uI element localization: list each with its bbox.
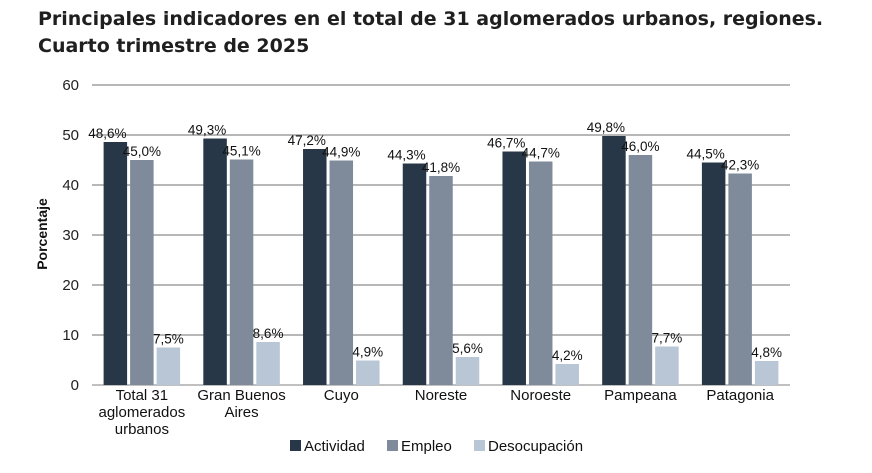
- bar-desocupación-0: [156, 347, 181, 385]
- category-label-2: Cuyo: [324, 387, 359, 404]
- data-label-desocupación-2: 4,9%: [352, 345, 383, 360]
- legend-label-desocupación: Desocupación: [488, 438, 583, 455]
- bar-empleo-2: [329, 160, 354, 385]
- y-tick-40: 40: [62, 177, 79, 194]
- bar-desocupación-5: [655, 346, 679, 385]
- bar-desocupación-3: [455, 357, 480, 385]
- category-labels: Total 31 aglomerados urbanos Gran Buenos Air…: [98, 387, 774, 438]
- y-tick-30: 30: [62, 227, 79, 244]
- data-label-empleo-3: 41,8%: [422, 160, 460, 175]
- bar-empleo-1: [229, 159, 254, 385]
- data-label-desocupación-6: 4,8%: [751, 345, 782, 360]
- category-label-line: Pampeana: [604, 387, 677, 404]
- bar-empleo-6: [728, 173, 752, 385]
- bar-empleo-0: [130, 160, 154, 385]
- category-label-3: Noreste: [415, 387, 468, 404]
- category-label-6: Patagonia: [706, 387, 774, 404]
- category-label-line: Total 31: [116, 387, 169, 404]
- bar-empleo-3: [429, 176, 453, 385]
- category-label-4: Noroeste: [510, 387, 571, 404]
- y-tick-20: 20: [62, 277, 79, 294]
- data-label-empleo-1: 45,1%: [222, 144, 260, 159]
- bar-desocupación-2: [356, 360, 380, 385]
- data-labels: 48,6% 45,0% 7,5% 49,3% 45,1% 8,6% 47,2%44,9% 4,…: [88, 120, 782, 363]
- category-label-0: Total 31 aglomerados urbanos: [98, 387, 185, 438]
- legend-label-actividad: Actividad: [304, 438, 365, 455]
- category-label-line: Noreste: [415, 387, 468, 404]
- category-label-line: aglomerados: [98, 404, 185, 421]
- category-label-line: Patagonia: [706, 387, 774, 404]
- bar-actividad-2: [303, 149, 327, 385]
- chart-title-line-2: Cuarto trimestre de 2025: [38, 35, 310, 57]
- data-label-actividad-3: 44,3%: [387, 148, 425, 163]
- y-tick-60: 60: [62, 77, 79, 94]
- bars: [103, 136, 779, 385]
- bar-actividad-3: [402, 163, 427, 385]
- data-label-empleo-5: 46,0%: [621, 139, 659, 154]
- data-label-actividad-1: 49,3%: [188, 123, 226, 138]
- y-tick-0: 0: [71, 377, 79, 394]
- data-label-actividad-6: 44,5%: [687, 147, 725, 162]
- legend: Actividad Empleo Desocupación: [290, 438, 583, 455]
- y-axis-label: Porcentaje: [34, 198, 50, 270]
- bar-empleo-4: [528, 161, 553, 385]
- y-tick-50: 50: [62, 127, 79, 144]
- data-label-empleo-6: 42,3%: [721, 158, 759, 173]
- data-label-desocupación-3: 5,6%: [452, 341, 483, 356]
- legend-swatch-empleo: [387, 440, 398, 451]
- bar-desocupación-4: [555, 364, 579, 385]
- data-label-actividad-4: 46,7%: [487, 136, 525, 151]
- category-label-line: Noroeste: [510, 387, 571, 404]
- data-label-empleo-2: 44,9%: [322, 145, 360, 160]
- legend-swatch-actividad: [290, 440, 301, 451]
- data-label-empleo-4: 44,7%: [522, 146, 560, 161]
- y-axis-ticks: 0 10 20 30 40 50 60: [62, 77, 79, 394]
- category-label-line: Gran Buenos: [197, 387, 285, 404]
- bar-desocupación-1: [256, 342, 280, 385]
- data-label-empleo-0: 45,0%: [123, 144, 161, 159]
- y-tick-10: 10: [62, 327, 79, 344]
- data-label-actividad-5: 49,8%: [587, 120, 625, 135]
- category-label-line: Cuyo: [324, 387, 359, 404]
- data-label-desocupación-0: 7,5%: [153, 332, 184, 347]
- data-label-actividad-2: 47,2%: [288, 133, 326, 148]
- bar-empleo-5: [628, 155, 653, 385]
- category-label-line: urbanos: [115, 421, 169, 438]
- bar-actividad-4: [502, 151, 526, 385]
- category-label-line: Aires: [224, 404, 258, 421]
- legend-swatch-desocupación: [474, 440, 485, 451]
- bar-actividad-6: [701, 162, 726, 385]
- bar-actividad-0: [103, 142, 128, 385]
- data-label-actividad-0: 48,6%: [88, 126, 126, 141]
- chart-title-line-1: Principales indicadores en el total de 3…: [38, 8, 824, 30]
- chart-title: Principales indicadores en el total de 3…: [38, 6, 858, 60]
- bar-desocupación-6: [754, 361, 779, 385]
- data-label-desocupación-5: 7,7%: [652, 331, 683, 346]
- legend-label-empleo: Empleo: [401, 438, 452, 455]
- category-label-1: Gran Buenos Aires: [197, 387, 285, 421]
- bar-actividad-5: [602, 136, 626, 385]
- data-label-desocupación-1: 8,6%: [253, 326, 284, 341]
- data-label-desocupación-4: 4,2%: [552, 348, 583, 363]
- bar-actividad-1: [203, 138, 227, 385]
- category-label-5: Pampeana: [604, 387, 677, 404]
